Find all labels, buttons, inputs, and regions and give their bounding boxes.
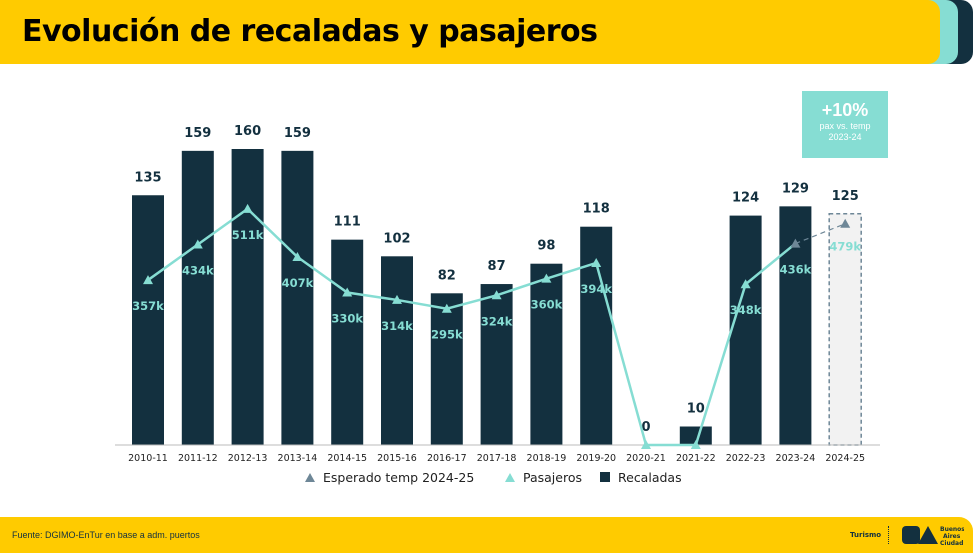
bar [679,426,712,445]
pasajeros-marker [690,440,701,449]
x-tick-label: 2019-20 [576,453,616,464]
bar-label: 82 [438,268,456,283]
bar [430,293,463,445]
x-tick-label: 2017-18 [477,453,517,464]
bar-projected [828,213,862,446]
svg-text:Aires: Aires [943,533,961,540]
bar [181,150,214,445]
bar-label: 159 [284,126,311,141]
x-tick-label: 2021-22 [676,453,716,464]
bar-label: 0 [641,420,650,435]
pasajeros-marker [192,239,203,249]
source-note: Fuente: DGIMO-EnTur en base a adm. puert… [12,530,200,540]
bar-label: 118 [583,202,610,217]
x-tick-label: 2022-23 [726,453,766,464]
pasajeros-label: 511k [232,228,264,242]
x-tick-label: 2013-14 [278,453,318,464]
pasajeros-marker [143,275,153,285]
x-tick-label: 2024-25 [825,453,865,464]
pasajeros-marker [392,294,402,304]
badge-line2: 2023-24 [828,132,862,142]
esperado-label: 479k [829,240,861,254]
pasajeros-marker [641,440,651,449]
pasajeros-marker [441,303,452,313]
bar-label: 10 [687,402,705,417]
bar [480,284,513,445]
bar-label: 87 [488,259,506,274]
pasajeros-marker [740,279,751,289]
page-title: Evolución de recaladas y pasajeros [22,14,598,49]
bar [281,150,314,445]
badge-value: +10% [821,100,869,120]
bar-label: 102 [383,231,410,246]
growth-badge: +10% pax vs. temp 2023-24 [802,91,888,158]
pasajeros-label: 295k [431,328,463,342]
bar-label: 129 [782,181,809,196]
x-tick-label: 2018-19 [527,453,567,464]
x-tick-label: 2023-24 [776,453,816,464]
pasajeros-marker [242,203,253,213]
legend-label: Pasajeros [523,470,582,485]
pasajeros-marker [790,238,801,248]
pasajeros-label: 394k [580,282,612,296]
pasajeros-marker [342,287,353,297]
bar-label: 111 [334,215,361,230]
x-tick-label: 2015-16 [377,453,417,464]
esperado-marker [840,218,851,228]
bar-label: 135 [134,170,161,185]
bar [381,256,413,445]
pasajeros-label: 434k [182,263,214,277]
divider [888,526,889,544]
x-tick-label: 2016-17 [427,453,467,464]
pasajeros-label: 330k [331,312,363,326]
bar [132,195,164,445]
bar-label: 124 [732,191,759,206]
bar [231,149,264,445]
legend-marker-pasajeros [505,473,515,482]
bar-label: 125 [832,189,859,204]
bar [729,215,762,445]
pasajeros-marker [541,273,552,283]
svg-text:Buenos: Buenos [940,526,964,533]
pasajeros-label: 436k [780,263,812,277]
legend-label: Esperado temp 2024-25 [323,470,474,485]
legend-marker-esperado [305,473,315,482]
ba-logo: Buenos Aires Ciudad [902,526,964,547]
chart: 135 2010-11 159 2011-12 160 2012-13 159 2013-14… [115,124,880,485]
pasajeros-marker [591,257,602,267]
svg-text:Ciudad: Ciudad [940,540,963,547]
x-tick-label: 2010-11 [128,453,168,464]
header-banner [0,0,973,64]
bar-label: 98 [537,239,555,254]
pasajeros-label: 324k [481,314,513,328]
pasajeros-label: 407k [282,276,314,290]
x-tick-label: 2012-13 [228,453,268,464]
footer-brand: Turismo [850,531,882,539]
pasajeros-label: 348k [730,303,762,317]
legend-label: Recaladas [618,470,682,485]
badge-line1: pax vs. temp [819,121,871,131]
pasajeros-label: 360k [531,298,563,312]
bar-label: 159 [184,126,211,141]
x-tick-label: 2020-21 [626,453,666,464]
pasajeros-line [147,207,797,447]
legend-marker-recaladas [600,472,610,482]
pasajeros-label: 357k [132,299,164,313]
pasajeros-marker [292,251,303,261]
pasajeros-label: 314k [381,319,413,333]
pasajeros-marker [491,290,502,300]
x-tick-label: 2011-12 [178,453,218,464]
bar [331,239,364,445]
bar-label: 160 [234,124,261,139]
x-tick-label: 2014-15 [327,453,367,464]
bar [530,263,563,445]
footer: Fuente: DGIMO-EnTur en base a adm. puert… [0,517,973,553]
